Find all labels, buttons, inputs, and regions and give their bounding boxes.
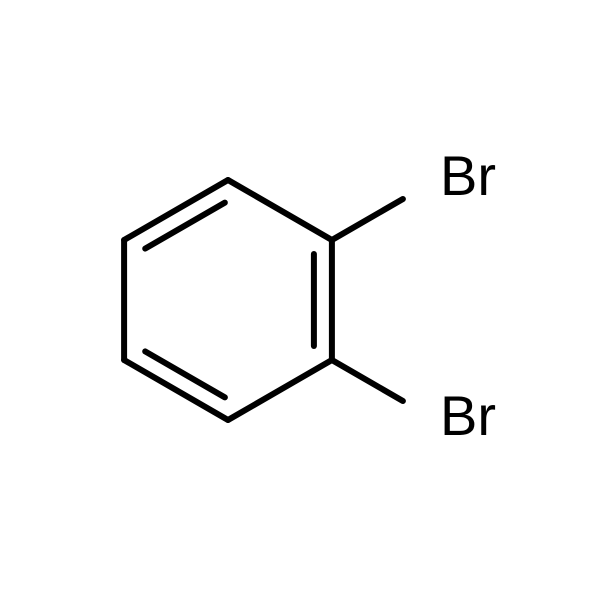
bond-line	[332, 360, 403, 401]
molecule-diagram: Br Br	[0, 0, 600, 600]
bromine-label-2: Br	[440, 384, 496, 447]
bromine-label-1: Br	[440, 144, 496, 207]
bond-line	[145, 203, 225, 249]
bond-line	[145, 351, 225, 397]
labels-layer: Br Br	[440, 144, 496, 447]
bond-line	[332, 199, 403, 240]
bonds-layer	[124, 180, 403, 420]
bond-line	[228, 360, 332, 420]
bond-line	[228, 180, 332, 240]
